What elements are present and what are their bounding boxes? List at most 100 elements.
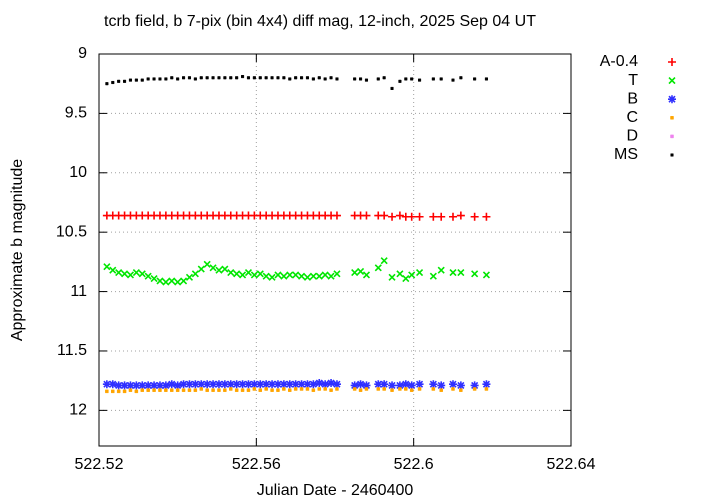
point xyxy=(158,388,162,392)
point xyxy=(285,380,294,389)
point xyxy=(376,387,381,391)
point xyxy=(388,381,397,390)
point xyxy=(126,271,135,279)
legend-marker xyxy=(668,77,676,85)
legend-marker xyxy=(668,58,676,66)
point xyxy=(162,278,170,286)
point xyxy=(215,266,223,274)
point xyxy=(214,380,223,389)
point xyxy=(323,77,327,81)
point xyxy=(437,266,445,274)
point xyxy=(303,273,312,281)
point xyxy=(164,77,168,81)
y-tick-label: 11 xyxy=(70,283,87,300)
point xyxy=(220,380,229,389)
y-tick-label: 9 xyxy=(78,45,87,62)
point xyxy=(303,380,312,389)
point xyxy=(273,380,282,389)
point xyxy=(398,387,402,391)
point xyxy=(146,388,150,392)
point xyxy=(456,381,465,390)
point xyxy=(108,380,117,389)
point xyxy=(374,264,382,272)
point xyxy=(431,77,435,81)
point xyxy=(211,388,215,392)
point xyxy=(155,381,164,390)
point xyxy=(197,265,205,273)
legend-marker xyxy=(670,134,674,139)
point xyxy=(282,387,286,391)
point xyxy=(229,76,233,80)
point xyxy=(203,380,212,389)
point xyxy=(229,387,233,391)
point xyxy=(351,269,359,277)
point xyxy=(362,211,371,220)
point xyxy=(382,76,386,80)
point xyxy=(111,80,115,85)
point xyxy=(102,380,111,389)
point xyxy=(323,387,327,391)
point xyxy=(120,381,129,390)
point xyxy=(294,76,298,80)
legend-label: MS xyxy=(614,146,638,163)
y-tick-label: 10.5 xyxy=(56,223,87,240)
point xyxy=(437,212,446,221)
point xyxy=(327,379,336,388)
point xyxy=(191,380,200,389)
point xyxy=(105,82,109,86)
point xyxy=(451,78,455,82)
point xyxy=(109,266,117,274)
point xyxy=(221,265,229,273)
point xyxy=(158,77,162,81)
point xyxy=(279,380,288,389)
point xyxy=(456,211,465,220)
point xyxy=(138,270,146,278)
point xyxy=(358,388,363,392)
point xyxy=(292,271,300,279)
point xyxy=(226,380,235,389)
point xyxy=(449,380,457,389)
point xyxy=(470,381,479,390)
point xyxy=(439,388,443,392)
x-axis-label: Julian Date - 2460400 xyxy=(257,482,414,499)
point xyxy=(329,76,333,80)
point xyxy=(205,388,209,392)
point xyxy=(297,380,306,389)
point xyxy=(256,270,264,278)
point xyxy=(235,76,239,80)
point xyxy=(408,271,416,279)
point xyxy=(144,381,153,390)
point xyxy=(362,381,371,390)
point xyxy=(140,388,145,392)
point xyxy=(317,76,321,80)
point xyxy=(268,380,277,389)
point xyxy=(364,78,369,82)
point xyxy=(439,77,443,81)
point xyxy=(126,381,135,390)
point xyxy=(252,76,256,80)
point xyxy=(264,387,268,391)
point xyxy=(288,77,292,81)
point xyxy=(449,212,457,221)
point xyxy=(395,211,404,220)
point xyxy=(239,271,247,279)
point xyxy=(176,77,180,81)
point xyxy=(268,273,276,281)
point xyxy=(174,278,182,286)
point xyxy=(121,270,129,278)
point xyxy=(356,380,365,389)
point xyxy=(471,270,479,278)
point xyxy=(364,387,369,391)
point xyxy=(105,389,109,394)
y-tick-label: 10 xyxy=(69,164,87,181)
point xyxy=(117,79,121,83)
point xyxy=(380,380,389,389)
point xyxy=(380,257,388,265)
point xyxy=(241,75,245,79)
point xyxy=(144,272,152,280)
point xyxy=(335,77,339,81)
point xyxy=(390,388,394,392)
point xyxy=(252,387,257,391)
point xyxy=(309,272,317,280)
